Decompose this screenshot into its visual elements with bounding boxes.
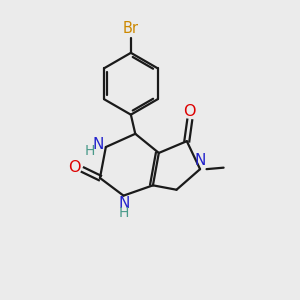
- Text: Br: Br: [123, 21, 139, 36]
- Text: N: N: [118, 196, 130, 211]
- Text: H: H: [85, 144, 95, 158]
- Text: N: N: [93, 136, 104, 152]
- Text: H: H: [119, 206, 129, 220]
- Text: N: N: [194, 153, 206, 168]
- Text: O: O: [184, 104, 196, 119]
- Text: O: O: [68, 160, 81, 175]
